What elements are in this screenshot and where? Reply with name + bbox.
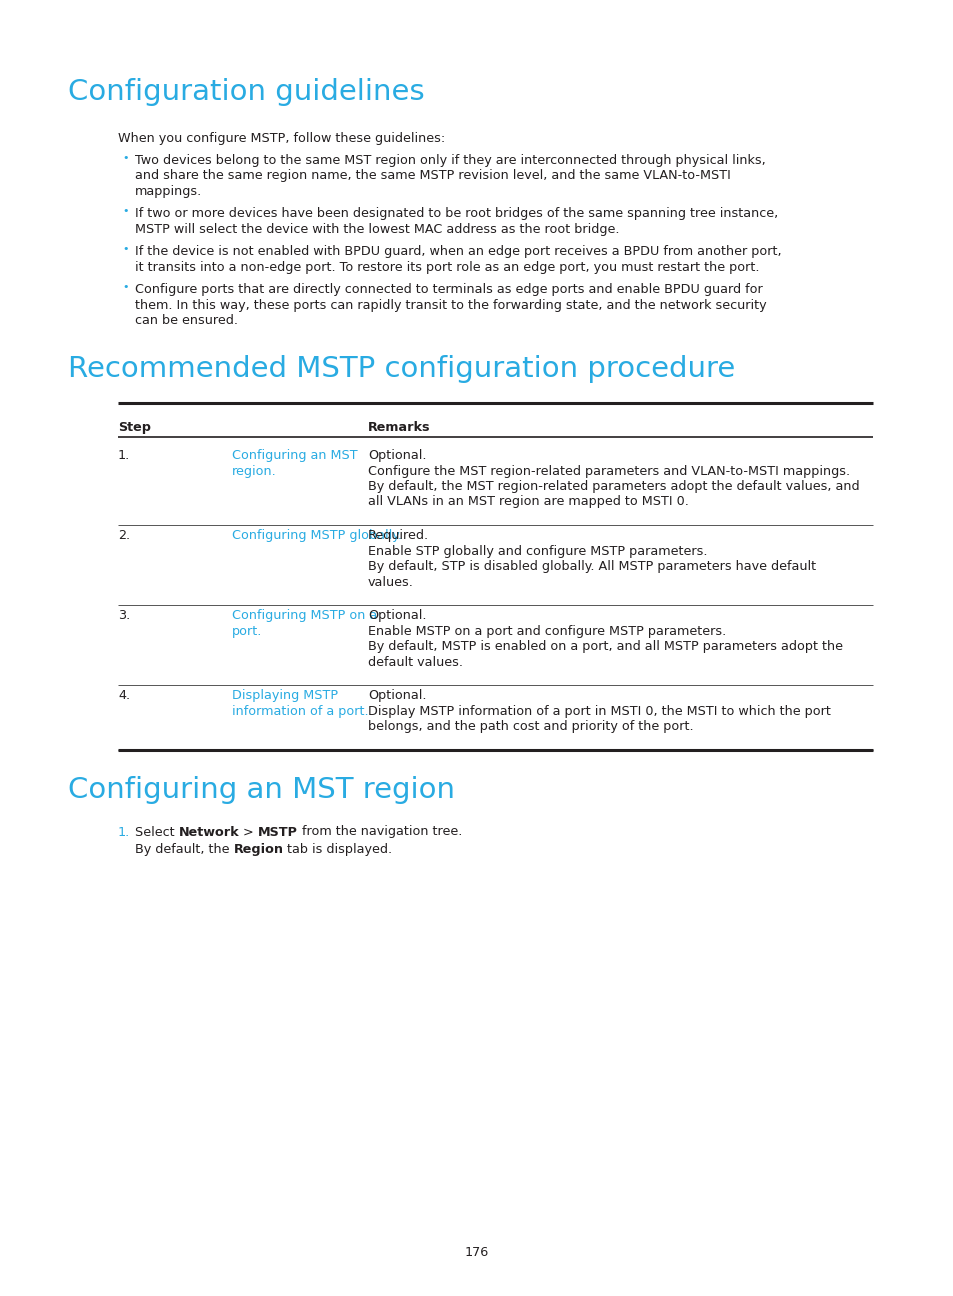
Text: When you configure MSTP, follow these guidelines:: When you configure MSTP, follow these gu…	[118, 132, 445, 145]
Text: •: •	[122, 206, 129, 216]
Text: •: •	[122, 153, 129, 163]
Text: If two or more devices have been designated to be root bridges of the same spann: If two or more devices have been designa…	[135, 207, 778, 220]
Text: can be ensured.: can be ensured.	[135, 315, 237, 328]
Text: Region: Region	[233, 842, 283, 855]
Text: •: •	[122, 283, 129, 293]
Text: port.: port.	[232, 625, 262, 638]
Text: 2.: 2.	[118, 529, 130, 542]
Text: •: •	[122, 245, 129, 254]
Text: belongs, and the path cost and priority of the port.: belongs, and the path cost and priority …	[368, 721, 693, 734]
Text: Display MSTP information of a port in MSTI 0, the MSTI to which the port: Display MSTP information of a port in MS…	[368, 705, 830, 718]
Text: Recommended MSTP configuration procedure: Recommended MSTP configuration procedure	[68, 355, 735, 384]
Text: >: >	[239, 826, 257, 839]
Text: By default, the MST region-related parameters adopt the default values, and: By default, the MST region-related param…	[368, 480, 859, 492]
Text: By default, MSTP is enabled on a port, and all MSTP parameters adopt the: By default, MSTP is enabled on a port, a…	[368, 640, 842, 653]
Text: and share the same region name, the same MSTP revision level, and the same VLAN-: and share the same region name, the same…	[135, 170, 730, 183]
Text: Remarks: Remarks	[368, 421, 430, 434]
Text: values.: values.	[368, 575, 414, 588]
Text: from the navigation tree.: from the navigation tree.	[297, 826, 462, 839]
Text: Configure the MST region-related parameters and VLAN-to-MSTI mappings.: Configure the MST region-related paramet…	[368, 464, 849, 477]
Text: Enable MSTP on a port and configure MSTP parameters.: Enable MSTP on a port and configure MSTP…	[368, 625, 725, 638]
Text: Optional.: Optional.	[368, 448, 426, 461]
Text: Displaying MSTP: Displaying MSTP	[232, 689, 337, 702]
Text: By default, the: By default, the	[135, 842, 233, 855]
Text: MSTP will select the device with the lowest MAC address as the root bridge.: MSTP will select the device with the low…	[135, 223, 618, 236]
Text: tab is displayed.: tab is displayed.	[283, 842, 393, 855]
Text: If the device is not enabled with BPDU guard, when an edge port receives a BPDU : If the device is not enabled with BPDU g…	[135, 245, 781, 258]
Text: default values.: default values.	[368, 656, 462, 669]
Text: them. In this way, these ports can rapidly transit to the forwarding state, and : them. In this way, these ports can rapid…	[135, 299, 766, 312]
Text: region.: region.	[232, 464, 276, 477]
Text: information of a port.: information of a port.	[232, 705, 368, 718]
Text: 1.: 1.	[118, 826, 131, 839]
Text: Configuration guidelines: Configuration guidelines	[68, 78, 424, 106]
Text: 176: 176	[464, 1245, 489, 1258]
Text: Enable STP globally and configure MSTP parameters.: Enable STP globally and configure MSTP p…	[368, 544, 707, 557]
Text: Network: Network	[178, 826, 239, 839]
Text: mappings.: mappings.	[135, 185, 202, 198]
Text: 4.: 4.	[118, 689, 130, 702]
Text: all VLANs in an MST region are mapped to MSTI 0.: all VLANs in an MST region are mapped to…	[368, 495, 688, 508]
Text: MSTP: MSTP	[257, 826, 297, 839]
Text: By default, STP is disabled globally. All MSTP parameters have default: By default, STP is disabled globally. Al…	[368, 560, 815, 573]
Text: Two devices belong to the same MST region only if they are interconnected throug: Two devices belong to the same MST regio…	[135, 154, 765, 167]
Text: Optional.: Optional.	[368, 689, 426, 702]
Text: Configure ports that are directly connected to terminals as edge ports and enabl: Configure ports that are directly connec…	[135, 284, 762, 297]
Text: Configuring an MST region: Configuring an MST region	[68, 775, 455, 804]
Text: Select: Select	[135, 826, 178, 839]
Text: it transits into a non-edge port. To restore its port role as an edge port, you : it transits into a non-edge port. To res…	[135, 260, 759, 273]
Text: Required.: Required.	[368, 529, 429, 542]
Text: Configuring MSTP on a: Configuring MSTP on a	[232, 609, 376, 622]
Text: Step: Step	[118, 421, 151, 434]
Text: Configuring MSTP globally.: Configuring MSTP globally.	[232, 529, 401, 542]
Text: 1.: 1.	[118, 448, 131, 461]
Text: Optional.: Optional.	[368, 609, 426, 622]
Text: 3.: 3.	[118, 609, 131, 622]
Text: Configuring an MST: Configuring an MST	[232, 448, 357, 461]
